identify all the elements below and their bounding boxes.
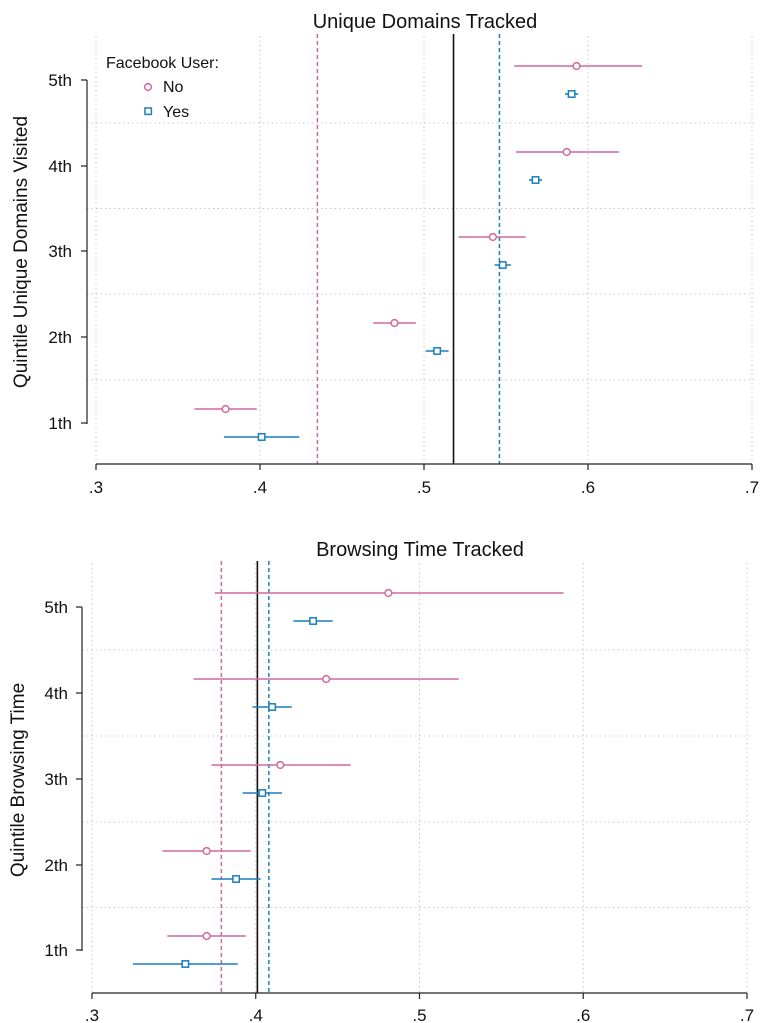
- y-axis-label: Quintile Unique Domains Visited: [11, 116, 32, 388]
- point-yes: [268, 703, 277, 711]
- y-tick-label: 2th: [44, 856, 68, 875]
- point-no: [322, 674, 331, 684]
- point-yes: [498, 261, 507, 269]
- point-yes: [567, 90, 576, 98]
- x-tick-label: .7: [740, 1006, 754, 1023]
- point-yes: [309, 617, 318, 625]
- legend: Facebook User: No Yes: [106, 55, 219, 121]
- point-no: [202, 846, 211, 856]
- x-tick-label: .4: [249, 1006, 263, 1023]
- x-tick-label: .6: [576, 1006, 590, 1023]
- y-tick-label: 5th: [44, 598, 68, 617]
- point-no: [221, 404, 230, 414]
- legend-label-no: No: [163, 79, 184, 96]
- point-yes: [181, 960, 190, 968]
- y-tick-label: 1th: [48, 414, 72, 433]
- point-no: [488, 232, 498, 242]
- point-no: [276, 760, 285, 770]
- y-tick-label: 1th: [44, 941, 68, 960]
- y-tick-label: 2th: [48, 328, 72, 347]
- chart-browsing-time: .3 .4 .5 .6 .7 1th 2th 3th 4th 5th Browsing Time …: [8, 539, 754, 1023]
- point-yes: [531, 176, 540, 184]
- x-tick-label: .7: [745, 478, 759, 497]
- legend-marker-no: [143, 82, 153, 92]
- chart-title: Unique Domains Tracked: [313, 11, 538, 33]
- y-tick-label: 3th: [48, 242, 72, 261]
- point-no: [384, 588, 393, 598]
- point-no: [572, 61, 581, 71]
- point-no: [390, 318, 399, 328]
- y-tick-label: 3th: [44, 770, 68, 789]
- point-yes: [258, 789, 267, 797]
- x-tick-label: .5: [412, 1006, 426, 1023]
- legend-marker-yes: [144, 107, 153, 116]
- point-yes: [257, 433, 266, 441]
- point-yes: [232, 875, 241, 883]
- x-tick-label: .5: [417, 478, 431, 497]
- x-tick-label: .4: [253, 478, 267, 497]
- point-yes: [433, 347, 442, 355]
- y-tick-label: 4th: [48, 157, 72, 176]
- point-no: [202, 931, 211, 941]
- y-axis-label: Quintile Browsing Time: [8, 683, 29, 877]
- legend-title: Facebook User:: [106, 55, 219, 72]
- chart-unique-domains: .3 .4 .5 .6 .7 1th 2th 3th 4th 5th Unique Domains…: [11, 11, 759, 497]
- x-tick-label: .6: [581, 478, 595, 497]
- y-tick-label: 5th: [48, 71, 72, 90]
- x-tick-label: .3: [85, 1006, 99, 1023]
- legend-label-yes: Yes: [163, 104, 189, 121]
- x-tick-label: .3: [89, 478, 103, 497]
- y-tick-label: 4th: [44, 684, 68, 703]
- chart-title: Browsing Time Tracked: [316, 539, 524, 561]
- point-no: [562, 147, 571, 157]
